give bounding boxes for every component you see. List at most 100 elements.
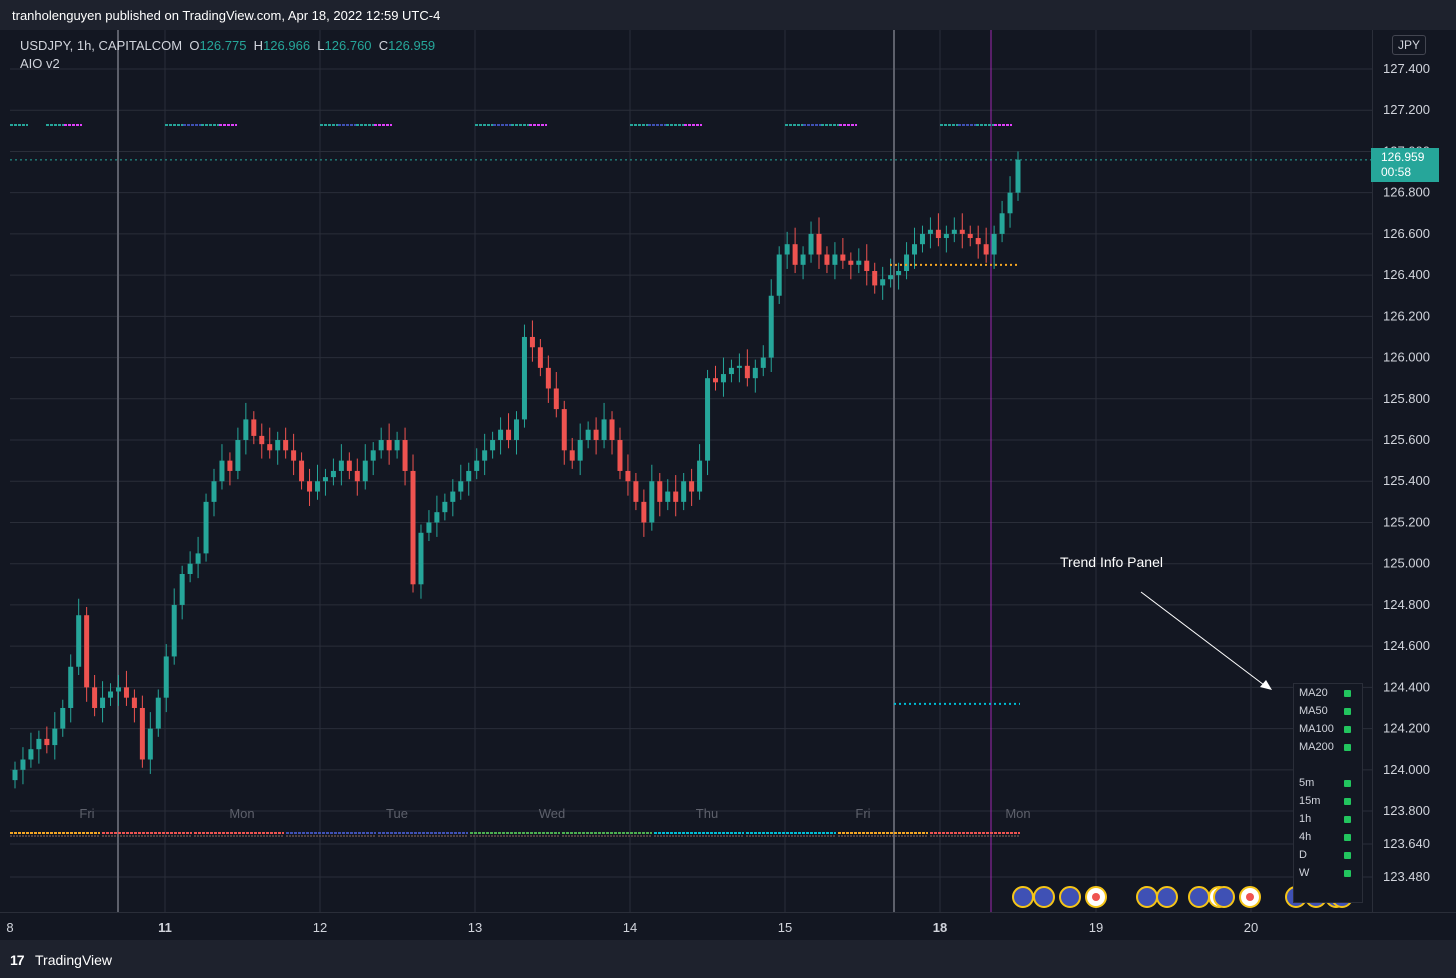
time-tick-label: 19 xyxy=(1089,920,1103,935)
currency-button[interactable]: JPY xyxy=(1392,35,1426,55)
candle-body xyxy=(36,738,42,750)
candle-body xyxy=(617,440,623,471)
candle-body xyxy=(641,501,647,523)
symbol-legend[interactable]: USDJPY, 1h, CAPITALCOM O126.775 H126.966… xyxy=(20,38,435,53)
footer: 17 TradingView xyxy=(0,940,1456,978)
us-event-icon xyxy=(1012,886,1034,908)
candle-body xyxy=(713,378,719,383)
candle-body xyxy=(466,470,472,482)
candle-body xyxy=(665,491,671,502)
day-label: Thu xyxy=(696,806,718,821)
candle-body xyxy=(434,512,440,523)
price-tick-label: 125.200 xyxy=(1383,514,1430,529)
candle-body xyxy=(609,419,615,441)
candle-body xyxy=(1007,192,1013,214)
trend-status-indicator-icon xyxy=(1344,726,1351,733)
candle-body xyxy=(171,604,177,657)
trend-info-panel: MA20 MA50 MA100 MA200 5m 15m 1h 4h D W xyxy=(1293,683,1363,903)
candle-body xyxy=(585,429,591,441)
high-value: 126.966 xyxy=(263,38,311,53)
price-tick-label: 125.800 xyxy=(1383,391,1430,406)
last-price-value: 126.959 xyxy=(1381,150,1425,164)
chart-area[interactable]: Fri Mon Tue Wed Thu Fri Mon xyxy=(10,30,1372,912)
candle-body xyxy=(227,460,233,471)
candle-body xyxy=(235,440,241,471)
candle-body xyxy=(943,233,949,239)
candle-body xyxy=(386,440,392,451)
trend-panel-row: 1h xyxy=(1299,813,1357,827)
tradingview-brand: TradingView xyxy=(35,952,113,968)
jp-event-dot xyxy=(1092,893,1100,901)
candle-body xyxy=(28,749,34,760)
candle-body xyxy=(904,254,910,271)
candle-body xyxy=(673,491,679,502)
candle-body xyxy=(792,244,798,265)
candle-body xyxy=(442,501,448,513)
candle-body xyxy=(131,697,137,708)
us-event-icon xyxy=(1188,886,1210,908)
candle-body xyxy=(776,254,782,296)
candle-body xyxy=(243,419,249,441)
candle-body xyxy=(975,238,981,245)
time-tick-label: 11 xyxy=(158,920,172,935)
time-tick-label: 15 xyxy=(778,920,792,935)
price-tick-label: 124.200 xyxy=(1383,721,1430,736)
candle-body xyxy=(115,687,121,692)
trend-status-indicator-icon xyxy=(1344,744,1351,751)
us-event-icon xyxy=(1059,886,1081,908)
candle-body xyxy=(474,460,480,471)
open-label: O xyxy=(189,38,200,53)
candle-body xyxy=(824,254,830,265)
candle-body xyxy=(155,697,161,729)
candle-body xyxy=(506,429,512,441)
trend-status-indicator-icon xyxy=(1344,852,1351,859)
candle-body xyxy=(211,481,217,502)
trend-panel-row: MA20 xyxy=(1299,687,1357,701)
trend-status-indicator-icon xyxy=(1344,690,1351,697)
candle-body xyxy=(808,233,814,255)
decoration-layer xyxy=(10,30,1020,912)
candlestick-chart[interactable]: Fri Mon Tue Wed Thu Fri Mon xyxy=(10,30,1372,912)
candle-body xyxy=(545,367,551,389)
day-label: Mon xyxy=(229,806,254,821)
trend-status-indicator-icon xyxy=(1344,834,1351,841)
price-tick-label: 124.000 xyxy=(1383,762,1430,777)
candle-body xyxy=(482,450,488,461)
candle-body xyxy=(553,388,559,410)
candle-body xyxy=(681,481,687,502)
price-axis[interactable]: 127.400127.200127.000126.800126.600126.4… xyxy=(1372,30,1456,912)
close-value: 126.959 xyxy=(388,38,436,53)
day-label: Wed xyxy=(539,806,566,821)
annotation-text: Trend Info Panel xyxy=(1060,554,1163,570)
indicator-legend[interactable]: AIO v2 xyxy=(20,56,60,71)
candle-body xyxy=(203,501,209,554)
candle-body xyxy=(44,738,50,746)
day-label: Fri xyxy=(855,806,870,821)
candle-body xyxy=(68,666,74,708)
annotation-arrow xyxy=(1140,591,1269,689)
candle-body xyxy=(330,470,336,478)
candle-body xyxy=(219,460,225,482)
annotation-arrowhead xyxy=(1260,680,1272,690)
time-tick-label: 12 xyxy=(313,920,327,935)
candle-body xyxy=(728,367,734,375)
us-event-icon xyxy=(1156,886,1178,908)
trend-status-indicator-icon xyxy=(1344,870,1351,877)
trend-panel-label: 15m xyxy=(1299,795,1321,807)
candle-body xyxy=(840,254,846,261)
day-label-layer: Fri Mon Tue Wed Thu Fri Mon xyxy=(79,806,1030,821)
price-tick-label: 126.400 xyxy=(1383,267,1430,282)
candle-body xyxy=(291,450,297,461)
trend-panel-row: MA50 xyxy=(1299,705,1357,719)
annotation-layer xyxy=(1140,591,1272,690)
candle-body xyxy=(179,574,185,605)
trend-panel-label: 5m xyxy=(1299,777,1315,789)
candle-body xyxy=(92,687,98,708)
time-axis[interactable]: 8 11 12 13 14 15 18 19 20 xyxy=(0,912,1456,941)
candle-body xyxy=(999,213,1005,234)
trend-panel-label: MA200 xyxy=(1299,741,1334,753)
trend-panel-label: MA100 xyxy=(1299,723,1334,735)
price-tick-label: 127.200 xyxy=(1383,102,1430,117)
candle-body xyxy=(259,435,265,445)
trend-status-indicator-icon xyxy=(1344,708,1351,715)
